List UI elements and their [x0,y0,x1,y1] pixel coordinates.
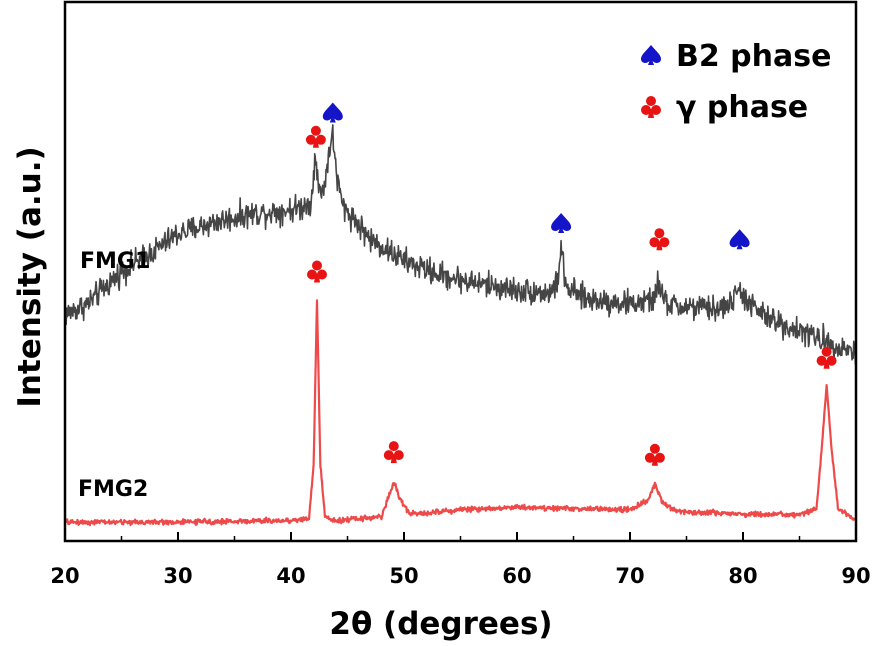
x-tick-label: 60 [502,564,531,588]
legend-gamma-label: γ phase [676,90,808,125]
series-line-fmg1 [64,124,857,366]
x-tick-label: 90 [841,564,870,588]
gamma-phase-marker [649,228,670,251]
x-tick-layer: 20 30 40 50 60 70 80 90 [50,532,871,588]
series-label-fmg2: FMG2 [78,477,148,502]
b2-phase-marker [551,213,572,233]
x-tick-label: 40 [276,564,305,588]
x-tick-label: 70 [615,564,644,588]
gamma-phase-marker [307,260,327,283]
gamma-phase-marker [383,441,404,464]
legend-b2-marker [641,45,661,65]
x-axis-label: 2θ (degrees) [329,606,552,642]
b2-phase-marker [322,102,343,123]
plot-frame [63,0,858,543]
legend-b2-label: B2 phase [676,39,831,74]
x-tick-label: 20 [50,564,79,588]
series-label-fmg1: FMG1 [80,249,150,274]
x-tick-label: 50 [389,564,418,588]
y-axis-label: Intensity (a.u.) [12,146,48,407]
series-line-fmg2 [63,299,857,527]
gamma-phase-marker [305,125,326,148]
legend-gamma-marker [641,96,661,118]
x-tick-label: 30 [163,564,192,588]
b2-phase-marker [729,229,750,250]
legend: B2 phase γ phase [641,39,831,125]
gamma-phase-marker [644,443,665,466]
x-tick-label: 80 [728,564,757,588]
series-layer [63,124,857,527]
